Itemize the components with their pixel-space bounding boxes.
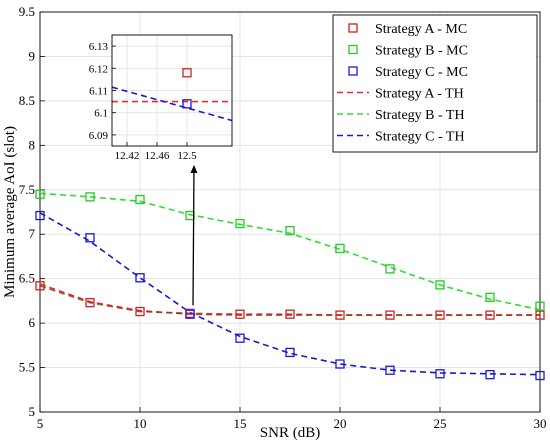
legend-label: Strategy B - MC [375, 44, 468, 59]
data-point [35, 210, 45, 221]
y-tick-label: 7.5 [19, 182, 35, 197]
y-tick-label: 5.5 [19, 360, 35, 375]
y-axis-label: Minimum average AoI (slot) [2, 126, 18, 298]
series-lines [39, 192, 541, 376]
data-point [235, 333, 245, 343]
data-point [85, 298, 95, 308]
inset-x-tick-label: 12.46 [145, 150, 170, 162]
inset-frame [111, 34, 233, 147]
data-point [135, 306, 145, 317]
data-point [485, 370, 495, 380]
data-point [485, 292, 495, 302]
data-point [35, 189, 45, 199]
legend-label: Strategy A - TH [375, 87, 464, 102]
data-point [435, 310, 445, 320]
inset-data-point [182, 68, 192, 78]
legend: Strategy A - MC Strategy B - MC Strategy C… [332, 14, 538, 153]
data-point [385, 310, 395, 320]
data-point [385, 365, 395, 375]
data-point [385, 264, 395, 274]
data-point [335, 359, 345, 369]
data-point [135, 194, 145, 205]
legend-label: Strategy C - TH [375, 130, 465, 145]
legend-label: Strategy C - MC [375, 65, 468, 80]
series-line [39, 192, 541, 311]
data-point [485, 310, 495, 320]
legend-swatch [348, 44, 358, 55]
x-tick-label: 20 [334, 416, 347, 431]
x-tick-label: 10 [134, 416, 147, 431]
y-tick-label: 6.5 [19, 271, 35, 286]
inset-series-line [111, 86, 233, 122]
data-point [435, 280, 445, 290]
y-tick-label: 8 [29, 137, 36, 152]
inset-y-tick-label: 6.11 [89, 86, 108, 98]
data-point [285, 347, 295, 358]
data-point [235, 309, 245, 319]
y-tick-label: 9.5 [19, 4, 35, 19]
annotation-arrow [190, 165, 198, 306]
y-tick-label: 7 [29, 226, 36, 241]
x-tick-label: 5 [37, 416, 44, 431]
inset-zoom: 12.42 12.46 12.5 6.09 6.1 6.11 6.12 6.13 [89, 34, 233, 162]
y-tick-label: 6 [29, 315, 36, 330]
data-point [185, 309, 195, 319]
legend-label: Strategy B - TH [375, 108, 465, 123]
data-point [335, 310, 345, 320]
data-point [285, 226, 295, 236]
inset-data-point [182, 99, 192, 109]
x-axis-label: SNR (dB) [260, 425, 320, 441]
data-point [335, 243, 345, 254]
inset-y-tick-label: 6.12 [89, 63, 108, 75]
inset-x-tick-label: 12.5 [177, 150, 197, 162]
legend-box [332, 14, 538, 153]
x-tick-label: 25 [434, 416, 447, 431]
series-markers [35, 189, 545, 381]
data-point [535, 301, 545, 311]
data-point [85, 233, 95, 243]
inset-x-tick-label: 12.42 [115, 150, 140, 162]
data-point [85, 192, 95, 202]
legend-label: Strategy A - MC [375, 22, 467, 37]
data-point [35, 281, 45, 291]
legend-swatch [348, 23, 358, 33]
data-point [535, 370, 545, 381]
x-tick-label: 15 [234, 416, 247, 431]
inset-y-tick-label: 6.1 [94, 108, 108, 120]
x-tick-label: 30 [534, 416, 547, 431]
tick-labels: 5 10 15 20 25 30 5 5.5 6 6.5 7 7.5 8 8.5 9 9.5 [19, 4, 547, 431]
data-point [235, 218, 245, 229]
legend-swatch [348, 66, 358, 76]
inset-y-tick-label: 6.09 [89, 130, 109, 142]
data-point [535, 310, 545, 320]
series-line-overlay [39, 285, 540, 316]
inset-y-tick-label: 6.13 [89, 41, 109, 53]
y-tick-label: 5 [29, 404, 36, 419]
data-point [435, 369, 445, 379]
y-tick-label: 9 [29, 48, 36, 63]
data-point [135, 273, 145, 283]
data-point [285, 309, 295, 319]
y-tick-label: 8.5 [19, 93, 35, 108]
